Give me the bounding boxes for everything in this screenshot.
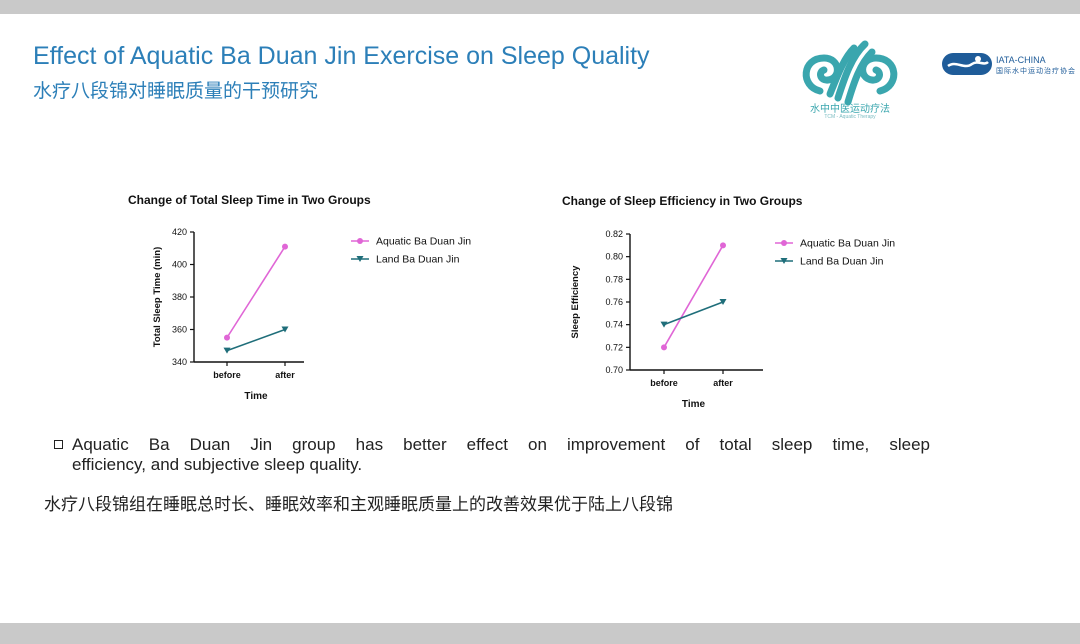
x-tick-label: after (713, 378, 733, 388)
x-tick-label: before (213, 370, 241, 380)
chart2-title: Change of Sleep Efficiency in Two Groups (562, 194, 803, 208)
y-tick-label: 0.78 (605, 274, 623, 284)
x-axis-label: Time (244, 391, 268, 402)
x-axis-label: Time (682, 399, 706, 410)
bullet-square-icon (54, 440, 63, 449)
data-point (720, 242, 726, 249)
x-tick-label: before (650, 378, 678, 388)
data-point (224, 334, 230, 341)
wave-cloud-logo-icon (802, 40, 898, 106)
y-tick-label: 0.76 (605, 297, 623, 307)
y-axis-label: Sleep Efficiency (570, 265, 581, 339)
conclusion-note-cn: 水疗八段锦组在睡眠总时长、睡眠效率和主观睡眠质量上的改善效果优于陆上八段锦 (44, 495, 673, 514)
legend-label: Aquatic Ba Duan Jin (376, 236, 471, 248)
logo-left-text: 水中中医运动疗法 (810, 104, 890, 115)
data-point (661, 344, 667, 351)
y-tick-label: 400 (172, 260, 187, 270)
logo-right-text: IATA-CHINA (996, 55, 1046, 65)
series-line (663, 301, 724, 326)
y-tick-label: 0.80 (605, 252, 623, 262)
swimmer-logo-icon (942, 53, 992, 75)
y-tick-label: 360 (172, 325, 187, 335)
logo-right-subtext: 国际水中运动治疗协会 (996, 68, 1076, 75)
y-tick-label: 380 (172, 292, 187, 302)
bottom-border-bar (0, 623, 1080, 644)
logo-left-subtext: TCM - Aquatic Therapy (824, 114, 876, 120)
data-point (660, 321, 668, 328)
legend-marker (780, 258, 788, 264)
data-point (282, 243, 288, 250)
legend-marker (357, 238, 363, 244)
legend-marker (356, 256, 364, 262)
bullet-text-line1: Aquatic Ba Duan Jin group has better eff… (72, 435, 930, 454)
series-line (226, 246, 286, 339)
y-tick-label: 420 (172, 227, 187, 237)
data-point (223, 347, 231, 354)
legend-label: Land Ba Duan Jin (800, 256, 884, 268)
x-tick-label: after (275, 370, 295, 380)
top-border-bar (0, 0, 1080, 14)
slide-subtitle: 水疗八段锦对睡眠质量的干预研究 (33, 81, 319, 102)
series-line (663, 244, 724, 348)
legend-label: Aquatic Ba Duan Jin (800, 238, 895, 250)
y-tick-label: 0.74 (605, 320, 623, 330)
chart1-title: Change of Total Sleep Time in Two Groups (128, 193, 371, 207)
legend-label: Land Ba Duan Jin (376, 254, 460, 266)
data-point (719, 299, 727, 305)
series-line (226, 328, 286, 352)
y-tick-label: 340 (172, 357, 187, 367)
y-axis-label: Total Sleep Time (min) (152, 247, 163, 347)
y-tick-label: 0.72 (605, 342, 623, 352)
y-tick-label: 0.82 (605, 229, 623, 239)
bullet-text-line2: efficiency, and subjective sleep quality… (72, 455, 363, 474)
data-point (281, 326, 289, 333)
slide-title: Effect of Aquatic Ba Duan Jin Exercise o… (33, 42, 650, 70)
legend-marker (781, 240, 787, 246)
y-tick-label: 0.70 (605, 365, 623, 375)
